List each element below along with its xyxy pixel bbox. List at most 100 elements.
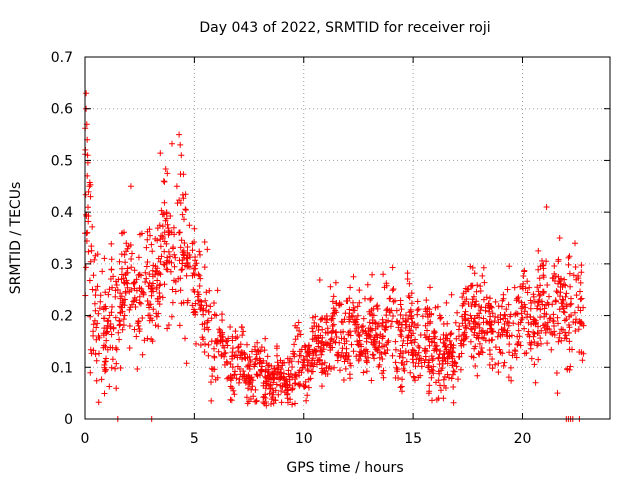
plot-frame (84, 56, 611, 420)
data-point (368, 295, 374, 302)
y-tick-label: 0.2 (51, 309, 73, 325)
y-axis-label: SRMTID / TECUs (8, 182, 24, 295)
data-point (399, 342, 406, 349)
data-point (390, 298, 397, 305)
data-point (467, 312, 474, 319)
data-point (354, 303, 361, 310)
data-point (323, 319, 330, 326)
data-point (312, 332, 319, 339)
data-point (291, 341, 298, 348)
data-point (92, 307, 99, 314)
data-point (462, 285, 469, 292)
data-point (430, 370, 437, 377)
data-point (405, 333, 412, 340)
data-point (172, 254, 179, 261)
data-point (194, 293, 201, 300)
data-point (429, 397, 435, 404)
data-point (432, 345, 439, 352)
data-point (543, 311, 550, 318)
data-point (196, 283, 203, 289)
data-point (328, 366, 334, 372)
data-point (164, 325, 171, 332)
data-point (344, 298, 351, 304)
data-point (229, 337, 236, 344)
data-point (445, 350, 452, 357)
data-point (339, 319, 346, 326)
data-point (209, 373, 216, 380)
data-point (142, 279, 149, 285)
data-point (296, 327, 303, 334)
data-point (101, 315, 108, 322)
data-point (537, 291, 544, 298)
data-point (162, 217, 169, 224)
data-point (437, 336, 444, 343)
data-point (318, 351, 325, 358)
data-point (520, 285, 526, 292)
data-point (192, 309, 199, 316)
data-point (438, 387, 444, 394)
data-point (360, 323, 366, 329)
data-point (365, 331, 372, 338)
axis-ticks (84, 56, 610, 420)
data-point (474, 372, 481, 379)
data-point (407, 369, 414, 376)
data-point (236, 376, 243, 383)
data-point (384, 347, 391, 353)
data-point (462, 308, 469, 315)
data-point (102, 358, 108, 365)
data-point (555, 280, 561, 287)
data-point (281, 380, 288, 386)
data-point (546, 315, 553, 322)
y-tick-label: 0.3 (51, 257, 73, 273)
data-point (177, 171, 184, 178)
data-point (351, 307, 358, 314)
data-point (181, 216, 187, 223)
data-point (317, 332, 324, 339)
data-point (327, 347, 334, 354)
data-point (379, 333, 386, 340)
data-point (359, 328, 366, 335)
data-point (531, 361, 538, 368)
data-point (424, 320, 431, 327)
data-point (578, 262, 585, 269)
data-point (450, 368, 457, 375)
data-point (554, 314, 561, 321)
data-point (232, 328, 239, 335)
data-point (271, 375, 278, 382)
data-point (87, 346, 94, 353)
data-point (219, 311, 225, 318)
data-point (121, 251, 128, 258)
data-point (223, 338, 229, 345)
data-point (532, 379, 539, 386)
data-point (97, 298, 104, 305)
data-point (190, 286, 197, 293)
data-point (474, 321, 481, 328)
data-point (495, 303, 502, 310)
data-point (450, 384, 457, 390)
data-point (363, 338, 370, 345)
data-point (397, 311, 404, 318)
data-point (504, 318, 511, 325)
data-point (370, 305, 377, 312)
data-point (570, 272, 577, 279)
data-point (105, 317, 112, 324)
data-point (191, 308, 198, 315)
data-point (169, 140, 175, 147)
data-point (550, 311, 557, 318)
data-point (108, 364, 115, 371)
data-point (405, 293, 412, 299)
data-point (146, 304, 153, 311)
data-point (183, 360, 190, 367)
data-point (258, 344, 265, 351)
data-point (398, 306, 405, 313)
data-point (285, 386, 292, 393)
data-point (265, 381, 272, 388)
data-point (371, 338, 377, 345)
data-point (295, 358, 302, 365)
data-point (578, 295, 585, 302)
data-point (537, 314, 544, 321)
data-point (435, 368, 442, 375)
data-point (291, 380, 298, 387)
data-point (444, 360, 451, 367)
data-point (110, 273, 117, 280)
